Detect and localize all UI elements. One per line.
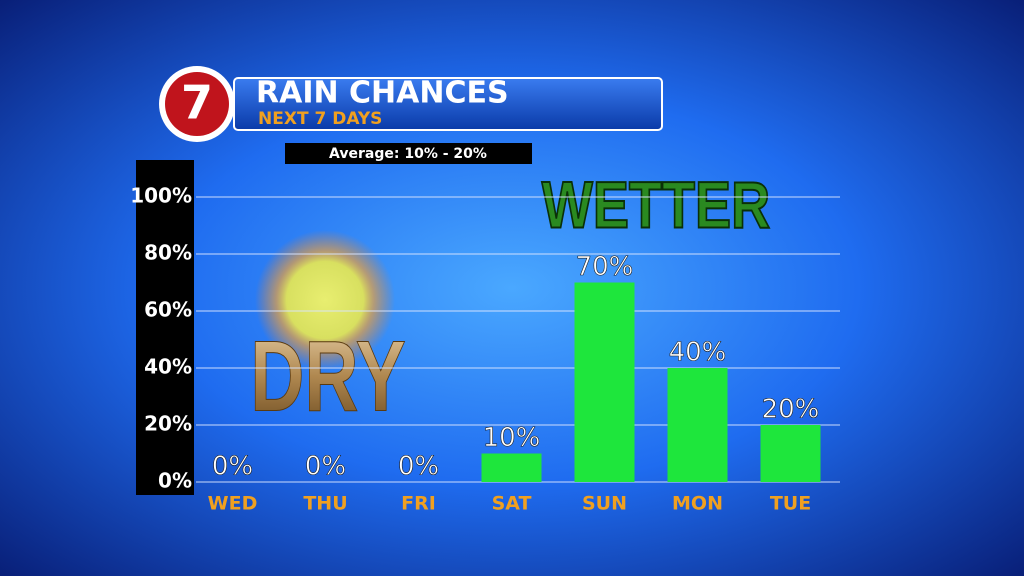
bar <box>760 425 821 482</box>
x-tick-label: WED <box>208 493 258 515</box>
value-label: 10% <box>483 423 541 453</box>
y-tick-label: 20% <box>144 412 192 436</box>
x-tick-label: SUN <box>582 493 627 515</box>
logo: 7 <box>181 76 213 130</box>
y-tick-label: 0% <box>158 469 192 493</box>
value-label: 20% <box>762 395 820 425</box>
dry-label: DRY <box>250 320 406 432</box>
axis-panel <box>136 160 194 495</box>
chart-title: RAIN CHANCES <box>256 76 509 111</box>
x-tick-label: TUE <box>770 493 811 515</box>
value-label: 40% <box>669 338 727 368</box>
value-label: 0% <box>398 452 439 482</box>
x-tick-label: MON <box>672 493 723 515</box>
y-tick-label: 100% <box>130 184 192 208</box>
sun-icon <box>255 230 395 370</box>
average-box <box>285 143 532 164</box>
x-tick-label: SAT <box>492 493 532 515</box>
y-tick-label: 80% <box>144 241 192 265</box>
bar <box>574 282 635 482</box>
y-tick-label: 40% <box>144 355 192 379</box>
x-tick-label: FRI <box>401 493 436 515</box>
y-tick-label: 60% <box>144 298 192 322</box>
chart-subtitle: NEXT 7 DAYS <box>258 109 382 129</box>
average-note: Average: 10% - 20% <box>329 146 487 162</box>
logo-disc <box>165 72 229 136</box>
bar <box>481 453 542 482</box>
x-tick-label: THU <box>303 493 347 515</box>
value-label: 70% <box>576 252 634 282</box>
bar <box>667 368 728 482</box>
value-label: 0% <box>305 452 346 482</box>
wetter-label: WETTER <box>542 167 770 241</box>
value-label: 0% <box>212 452 253 482</box>
